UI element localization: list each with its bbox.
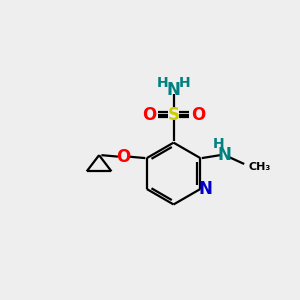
Text: S: S [168,106,180,124]
Text: N: N [167,81,181,99]
Text: O: O [142,106,156,124]
Text: N: N [199,180,213,198]
Text: H: H [179,76,190,90]
Text: N: N [218,146,231,164]
Text: H: H [213,137,224,151]
Text: O: O [191,106,206,124]
Text: H: H [157,76,168,90]
Text: O: O [116,148,130,166]
Text: CH₃: CH₃ [249,162,271,172]
